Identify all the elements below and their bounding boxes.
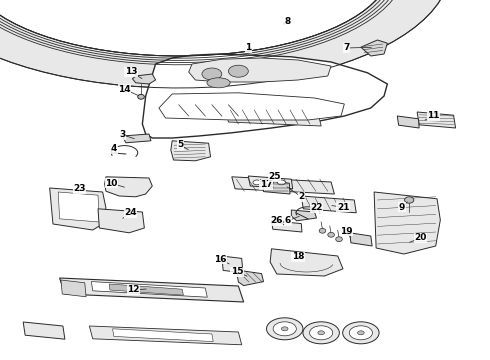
Ellipse shape — [207, 78, 230, 88]
Ellipse shape — [273, 322, 296, 336]
Ellipse shape — [281, 327, 288, 331]
Ellipse shape — [405, 197, 414, 203]
Polygon shape — [122, 134, 151, 143]
Ellipse shape — [343, 322, 379, 344]
Polygon shape — [189, 58, 331, 82]
Text: 7: 7 — [343, 44, 349, 53]
Polygon shape — [23, 322, 65, 339]
Text: 19: 19 — [340, 227, 353, 236]
Polygon shape — [263, 181, 290, 194]
Polygon shape — [0, 0, 449, 88]
Ellipse shape — [266, 180, 273, 185]
Text: 21: 21 — [337, 203, 349, 212]
Polygon shape — [159, 93, 344, 120]
Ellipse shape — [138, 94, 145, 99]
Ellipse shape — [358, 331, 364, 335]
Text: 14: 14 — [118, 85, 131, 94]
Polygon shape — [49, 188, 106, 230]
Ellipse shape — [349, 326, 372, 340]
Polygon shape — [98, 209, 145, 233]
Polygon shape — [109, 284, 183, 295]
Text: 24: 24 — [124, 208, 137, 217]
Ellipse shape — [328, 233, 334, 237]
Polygon shape — [417, 112, 456, 128]
Polygon shape — [350, 233, 372, 246]
Polygon shape — [271, 221, 302, 232]
Ellipse shape — [277, 180, 285, 185]
Ellipse shape — [267, 318, 303, 340]
Ellipse shape — [202, 68, 222, 80]
Polygon shape — [248, 176, 293, 189]
Polygon shape — [222, 256, 243, 273]
Polygon shape — [397, 116, 419, 128]
Ellipse shape — [336, 237, 343, 242]
Polygon shape — [113, 329, 213, 342]
Text: 23: 23 — [73, 184, 86, 193]
Text: 15: 15 — [231, 267, 244, 276]
Text: 11: 11 — [427, 112, 440, 121]
Polygon shape — [143, 54, 388, 138]
Text: 6: 6 — [285, 216, 291, 225]
Ellipse shape — [318, 331, 324, 335]
Text: 8: 8 — [285, 18, 291, 27]
Polygon shape — [225, 108, 321, 126]
Polygon shape — [61, 280, 86, 297]
Text: 5: 5 — [177, 140, 183, 149]
Text: 12: 12 — [127, 285, 140, 294]
Text: 10: 10 — [105, 179, 118, 188]
Ellipse shape — [310, 326, 333, 340]
Text: 18: 18 — [292, 252, 304, 261]
Text: 3: 3 — [120, 130, 125, 139]
Ellipse shape — [253, 180, 261, 185]
Text: 1: 1 — [245, 44, 251, 53]
Polygon shape — [374, 192, 441, 254]
Polygon shape — [132, 74, 156, 84]
Ellipse shape — [303, 322, 340, 344]
Text: 16: 16 — [214, 255, 226, 264]
Polygon shape — [91, 282, 207, 297]
Text: 9: 9 — [399, 203, 405, 212]
Text: 2: 2 — [298, 192, 304, 201]
Ellipse shape — [319, 228, 326, 233]
Polygon shape — [361, 40, 388, 56]
Polygon shape — [301, 196, 356, 213]
Polygon shape — [60, 278, 244, 302]
Polygon shape — [292, 210, 317, 221]
Text: 26: 26 — [270, 216, 282, 225]
Polygon shape — [58, 192, 99, 222]
Text: 17: 17 — [260, 180, 272, 189]
Polygon shape — [236, 270, 264, 285]
Text: 13: 13 — [125, 68, 137, 77]
Text: 25: 25 — [269, 172, 281, 181]
Polygon shape — [105, 177, 152, 197]
Polygon shape — [232, 177, 334, 194]
Text: 22: 22 — [310, 203, 323, 212]
Polygon shape — [89, 326, 242, 345]
Polygon shape — [171, 141, 211, 161]
Polygon shape — [270, 249, 343, 276]
Text: 20: 20 — [414, 234, 427, 243]
Text: 4: 4 — [111, 144, 117, 153]
Ellipse shape — [228, 65, 248, 77]
